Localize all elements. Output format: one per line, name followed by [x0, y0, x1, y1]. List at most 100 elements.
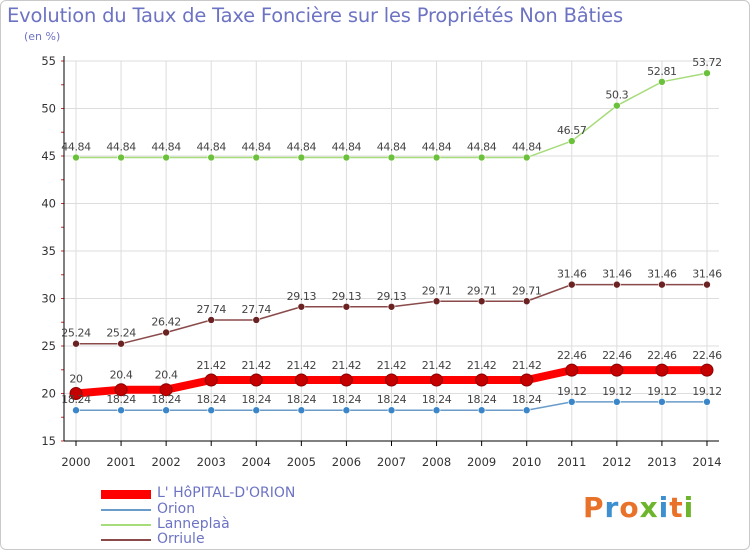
point-l-hopital-d-orion-2013: [655, 363, 669, 377]
point-orriule-2002: [162, 328, 170, 337]
y-tick-labels: 15 20 25 30 35 40 45 50 55: [41, 54, 56, 448]
point-orion-2008: [432, 406, 441, 415]
data-label-orion-2004: 18.24: [242, 393, 272, 406]
point-l-hopital-d-orion-2006: [339, 373, 353, 387]
point-lanneplaa-2011: [567, 137, 576, 145]
y-tick-label-35: 35: [41, 244, 56, 258]
point-orion-2011: [567, 398, 576, 406]
point-l-hopital-d-orion-2001: [114, 383, 128, 397]
point-orion-2009: [477, 406, 486, 415]
y-tick-label-40: 40: [41, 197, 56, 211]
data-label-l-hopital-d-orion-2012: 22.46: [602, 349, 632, 362]
legend-label-l-hopital-d-orion: L' HôPITAL-D'ORION: [157, 485, 296, 501]
y-tick-label-50: 50: [41, 102, 56, 116]
point-orriule-2011: [567, 280, 576, 289]
data-label-orriule-2013: 31.46: [647, 268, 677, 281]
point-lanneplaa-2008: [432, 153, 441, 162]
data-label-lanneplaa-2000: 44.84: [61, 141, 91, 154]
point-orriule-2009: [477, 297, 486, 306]
point-orriule-2004: [252, 316, 261, 324]
legend-label-orriule: Orriule: [157, 531, 205, 547]
y-tick-label-15: 15: [41, 434, 56, 448]
data-labels: 20 20.4 20.4 21.42 21.42 21.42 21.42 21.42 21.42…: [61, 56, 722, 406]
point-lanneplaa-2000: [72, 153, 80, 162]
legend-swatch-l-hopital-d-orion: [101, 490, 151, 499]
data-label-orion-2002: 18.24: [151, 393, 181, 406]
x-tick-label-2013: 2013: [647, 455, 676, 469]
data-label-orriule-2012: 31.46: [602, 268, 632, 281]
data-label-orion-2009: 18.24: [467, 393, 497, 406]
point-lanneplaa-2007: [387, 153, 396, 162]
data-label-orriule-2003: 27.74: [196, 303, 226, 316]
data-label-orriule-2011: 31.46: [557, 268, 587, 281]
data-label-lanneplaa-2003: 44.84: [196, 141, 226, 154]
data-label-lanneplaa-2009: 44.84: [467, 141, 497, 154]
point-orion-2012: [613, 398, 621, 406]
data-label-lanneplaa-2012: 50.3: [605, 89, 628, 102]
data-label-l-hopital-d-orion-2003: 21.42: [196, 359, 226, 372]
data-label-l-hopital-d-orion-2010: 21.42: [512, 359, 542, 372]
x-tick-label-2007: 2007: [377, 455, 406, 469]
data-label-orriule-2007: 29.13: [377, 290, 407, 303]
point-orion-2005: [297, 406, 306, 415]
data-label-l-hopital-d-orion-2013: 22.46: [647, 349, 677, 362]
series-group: [69, 69, 714, 415]
logo-letter: i: [683, 491, 695, 524]
data-label-orion-2007: 18.24: [377, 393, 407, 406]
point-lanneplaa-2006: [342, 153, 351, 162]
y-unit-label: (en %): [24, 30, 61, 43]
point-l-hopital-d-orion-2004: [249, 373, 263, 387]
data-label-orriule-2005: 29.13: [287, 290, 317, 303]
data-label-orion-2012: 19.12: [602, 385, 632, 398]
point-lanneplaa-2002: [162, 153, 170, 162]
data-label-orriule-2008: 29.71: [422, 284, 452, 297]
legend-swatch-orriule: [101, 539, 151, 541]
data-label-lanneplaa-2014: 53.72: [692, 56, 722, 69]
point-l-hopital-d-orion-2010: [520, 373, 534, 387]
data-label-orriule-2010: 29.71: [512, 284, 542, 297]
point-lanneplaa-2009: [477, 153, 486, 162]
x-tick-label-2000: 2000: [61, 455, 90, 469]
data-label-orriule-2014: 31.46: [692, 268, 722, 281]
point-orriule-2005: [297, 302, 306, 311]
data-label-l-hopital-d-orion-2004: 21.42: [242, 359, 272, 372]
point-lanneplaa-2005: [297, 153, 306, 162]
point-lanneplaa-2003: [207, 153, 216, 162]
data-label-orriule-2006: 29.13: [332, 290, 362, 303]
series-l-hopital-d-orion: [69, 363, 714, 400]
data-label-lanneplaa-2008: 44.84: [422, 141, 452, 154]
data-label-orion-2000: 18.24: [61, 393, 91, 406]
legend-swatch-orion: [101, 509, 151, 511]
y-tick-label-45: 45: [41, 149, 56, 163]
point-lanneplaa-2001: [117, 153, 125, 162]
point-orion-2007: [387, 406, 396, 415]
point-orriule-2013: [658, 280, 666, 289]
legend-label-lanneplaa: Lanneplaà: [157, 516, 230, 532]
x-tick-label-2003: 2003: [197, 455, 226, 469]
y-tick-label-55: 55: [41, 54, 56, 68]
data-label-l-hopital-d-orion-2009: 21.42: [467, 359, 497, 372]
point-orriule-2003: [207, 316, 216, 324]
x-tick-label-2005: 2005: [287, 455, 316, 469]
data-label-lanneplaa-2010: 44.84: [512, 141, 542, 154]
data-label-lanneplaa-2002: 44.84: [151, 141, 181, 154]
x-tick-label-2009: 2009: [467, 455, 496, 469]
point-lanneplaa-2012: [613, 101, 621, 110]
chart-title: Evolution du Taux de Taxe Foncière sur l…: [7, 4, 623, 27]
point-l-hopital-d-orion-2002: [159, 383, 173, 397]
data-label-orion-2006: 18.24: [332, 393, 362, 406]
point-lanneplaa-2014: [703, 69, 711, 77]
point-l-hopital-d-orion-2000: [69, 387, 83, 400]
series-orriule: [72, 280, 711, 348]
data-label-orion-2010: 18.24: [512, 393, 542, 406]
data-label-l-hopital-d-orion-2001: 20.4: [110, 369, 133, 382]
point-orion-2014: [703, 398, 711, 406]
data-label-orriule-2009: 29.71: [467, 284, 497, 297]
logo-letter: r: [604, 491, 620, 524]
data-label-orion-2008: 18.24: [422, 393, 452, 406]
data-label-l-hopital-d-orion-2008: 21.42: [422, 359, 452, 372]
data-label-lanneplaa-2004: 44.84: [242, 141, 272, 154]
point-orriule-2008: [432, 297, 441, 306]
point-l-hopital-d-orion-2008: [430, 373, 444, 387]
